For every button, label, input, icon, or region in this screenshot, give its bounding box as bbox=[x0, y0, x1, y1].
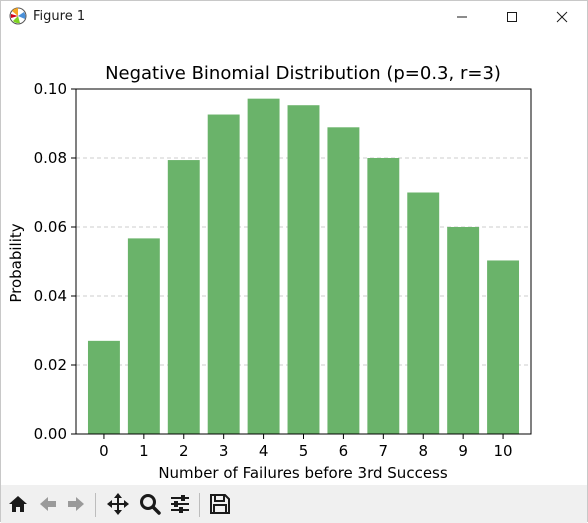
x-tick-label: 8 bbox=[418, 442, 428, 460]
back-icon bbox=[40, 497, 56, 511]
back-button[interactable] bbox=[35, 491, 61, 517]
y-tick-label: 0.10 bbox=[34, 80, 67, 98]
x-tick-label: 1 bbox=[139, 442, 149, 460]
maximize-button[interactable] bbox=[489, 1, 535, 33]
home-icon bbox=[9, 496, 27, 512]
home-button[interactable] bbox=[5, 491, 31, 517]
bar bbox=[247, 98, 280, 434]
x-tick-label: 3 bbox=[219, 442, 229, 460]
forward-button[interactable] bbox=[63, 491, 89, 517]
y-tick-label: 0.06 bbox=[34, 218, 67, 236]
bar bbox=[487, 260, 520, 434]
bar bbox=[167, 160, 200, 434]
bar bbox=[327, 127, 360, 435]
close-icon bbox=[556, 11, 568, 23]
bar bbox=[447, 227, 480, 434]
navigation-toolbar bbox=[1, 485, 587, 523]
y-axis-label: Probability bbox=[7, 223, 25, 302]
x-tick-label: 0 bbox=[99, 442, 109, 460]
pan-icon bbox=[107, 493, 129, 515]
toolbar-separator bbox=[95, 493, 96, 517]
axes-frame bbox=[75, 88, 532, 435]
x-tick-label: 4 bbox=[259, 442, 269, 460]
bar bbox=[407, 192, 440, 434]
x-tick-label: 2 bbox=[179, 442, 189, 460]
x-tick-label: 9 bbox=[458, 442, 468, 460]
zoom-button[interactable] bbox=[137, 491, 163, 517]
y-tick-label: 0.00 bbox=[34, 425, 67, 443]
save-button[interactable] bbox=[207, 491, 233, 517]
bar bbox=[367, 158, 400, 434]
configure-subplots-icon bbox=[171, 495, 189, 513]
y-tick-label: 0.08 bbox=[34, 149, 67, 167]
window-title: Figure 1 bbox=[33, 9, 86, 24]
pan-button[interactable] bbox=[105, 491, 131, 517]
zoom-icon bbox=[140, 494, 161, 515]
close-button[interactable] bbox=[539, 1, 585, 33]
y-tick-label: 0.04 bbox=[34, 287, 67, 305]
save-icon bbox=[210, 494, 230, 514]
minimize-button[interactable] bbox=[439, 1, 485, 33]
figure-canvas: 0.00 0.02 0.04 0.06 0.08 0.10 0 1 2 3 4 5 6 7 8 9 10 Neg… bbox=[1, 33, 587, 483]
minimize-icon bbox=[457, 16, 467, 18]
chart-title: Negative Binomial Distribution (p=0.3, r… bbox=[105, 63, 501, 84]
title-bar: Figure 1 bbox=[1, 1, 587, 33]
configure-subplots-button[interactable] bbox=[167, 491, 193, 517]
maximize-icon bbox=[507, 12, 517, 22]
bar-chart: 0.00 0.02 0.04 0.06 0.08 0.10 0 1 2 3 4 5 6 7 8 9 10 Neg… bbox=[7, 63, 532, 482]
x-tick-label: 7 bbox=[379, 442, 389, 460]
bar bbox=[207, 114, 240, 434]
x-tick-label: 6 bbox=[339, 442, 349, 460]
matplotlib-logo-icon bbox=[9, 7, 27, 25]
x-tick-label: 5 bbox=[299, 442, 309, 460]
bar bbox=[127, 238, 160, 434]
forward-icon bbox=[68, 497, 84, 511]
toolbar-separator bbox=[199, 493, 200, 517]
y-tick-label: 0.02 bbox=[34, 356, 67, 374]
x-tick-label: 10 bbox=[494, 442, 513, 460]
bar bbox=[87, 340, 120, 434]
x-axis-label: Number of Failures before 3rd Success bbox=[158, 464, 448, 482]
bar bbox=[287, 105, 320, 434]
